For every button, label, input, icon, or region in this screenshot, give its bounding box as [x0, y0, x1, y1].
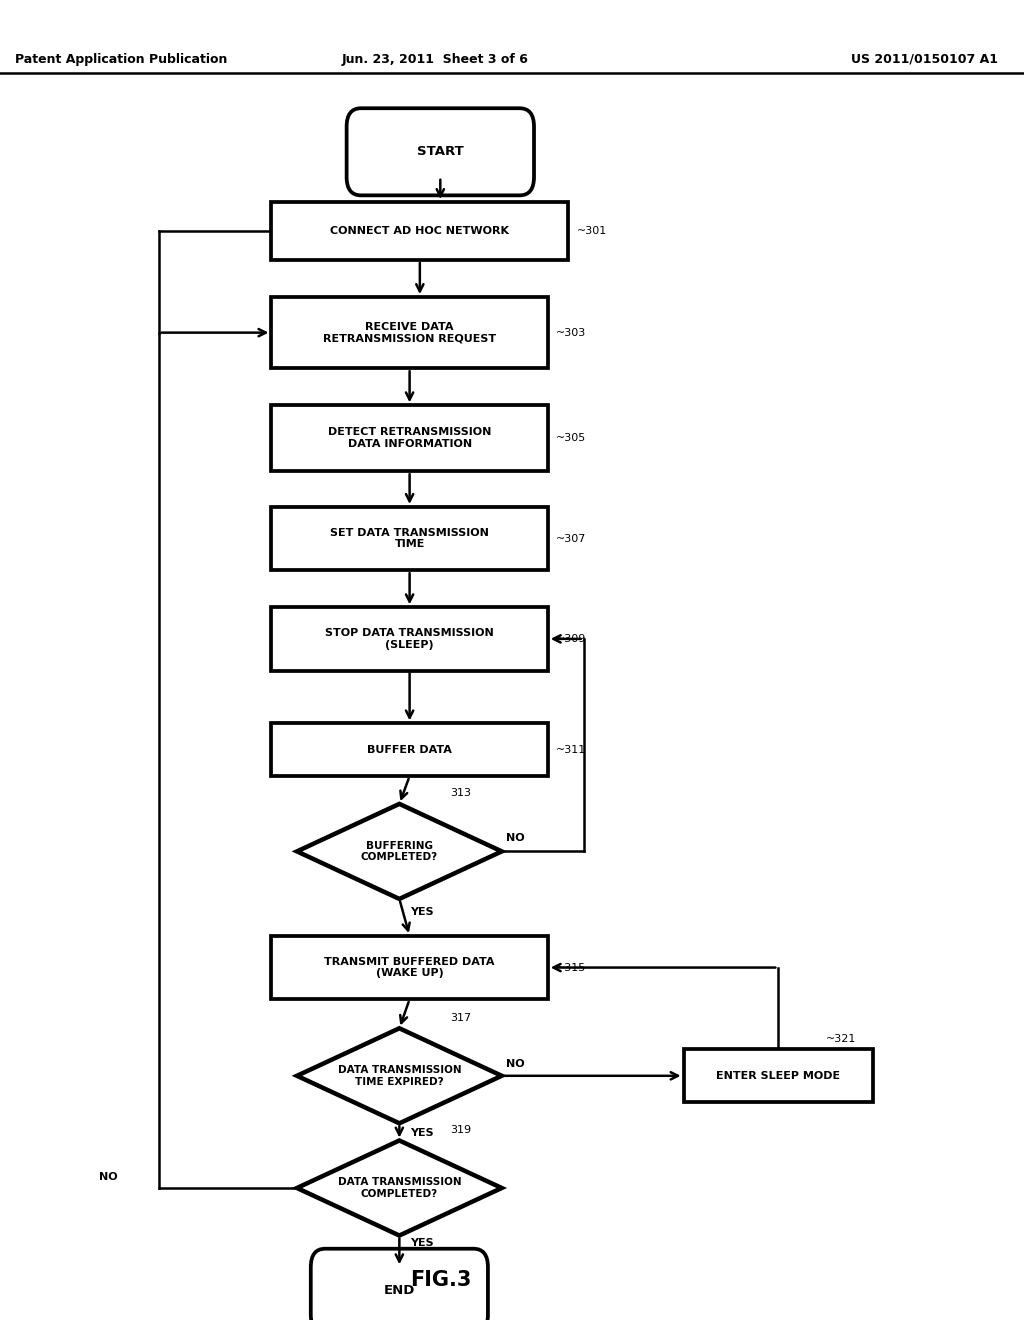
FancyBboxPatch shape [311, 1249, 487, 1320]
Text: Patent Application Publication: Patent Application Publication [15, 53, 227, 66]
Text: NO: NO [99, 1172, 118, 1183]
Text: STOP DATA TRANSMISSION
(SLEEP): STOP DATA TRANSMISSION (SLEEP) [326, 628, 494, 649]
Text: ~305: ~305 [556, 433, 587, 444]
Text: ~303: ~303 [556, 327, 587, 338]
Text: US 2011/0150107 A1: US 2011/0150107 A1 [851, 53, 998, 66]
Text: END: END [384, 1284, 415, 1298]
Text: FIG.3: FIG.3 [410, 1270, 471, 1291]
Text: ~315: ~315 [556, 962, 587, 973]
Text: DATA TRANSMISSION
TIME EXPIRED?: DATA TRANSMISSION TIME EXPIRED? [338, 1065, 461, 1086]
Text: TRANSMIT BUFFERED DATA
(WAKE UP): TRANSMIT BUFFERED DATA (WAKE UP) [325, 957, 495, 978]
Bar [271, 936, 548, 999]
Text: YES: YES [410, 1238, 433, 1249]
Bar [684, 1049, 872, 1102]
Text: 313: 313 [451, 788, 472, 799]
Bar [271, 723, 548, 776]
Text: NO: NO [506, 1059, 524, 1069]
Text: BUFFERING
COMPLETED?: BUFFERING COMPLETED? [360, 841, 438, 862]
Text: SET DATA TRANSMISSION
TIME: SET DATA TRANSMISSION TIME [330, 528, 489, 549]
Bar [271, 202, 568, 260]
Text: YES: YES [410, 1127, 433, 1138]
Bar [271, 607, 548, 671]
Text: 317: 317 [451, 1012, 472, 1023]
Text: DETECT RETRANSMISSION
DATA INFORMATION: DETECT RETRANSMISSION DATA INFORMATION [328, 428, 492, 449]
Text: ~309: ~309 [556, 634, 587, 644]
Polygon shape [297, 804, 502, 899]
Text: DATA TRANSMISSION
COMPLETED?: DATA TRANSMISSION COMPLETED? [338, 1177, 461, 1199]
Text: Jun. 23, 2011  Sheet 3 of 6: Jun. 23, 2011 Sheet 3 of 6 [342, 53, 528, 66]
Text: NO: NO [506, 833, 524, 843]
Text: ENTER SLEEP MODE: ENTER SLEEP MODE [716, 1071, 841, 1081]
Text: ~301: ~301 [577, 226, 607, 236]
Text: ~311: ~311 [556, 744, 587, 755]
Polygon shape [297, 1140, 502, 1236]
Text: ~307: ~307 [556, 533, 587, 544]
FancyBboxPatch shape [346, 108, 535, 195]
Text: RECEIVE DATA
RETRANSMISSION REQUEST: RECEIVE DATA RETRANSMISSION REQUEST [323, 322, 497, 343]
Text: START: START [417, 145, 464, 158]
Text: BUFFER DATA: BUFFER DATA [368, 744, 452, 755]
Polygon shape [297, 1028, 502, 1123]
Text: CONNECT AD HOC NETWORK: CONNECT AD HOC NETWORK [331, 226, 509, 236]
Bar [271, 297, 548, 368]
Text: ~321: ~321 [825, 1034, 856, 1044]
Bar [271, 507, 548, 570]
Bar [271, 405, 548, 471]
Text: YES: YES [410, 907, 433, 917]
Text: 319: 319 [451, 1125, 472, 1135]
